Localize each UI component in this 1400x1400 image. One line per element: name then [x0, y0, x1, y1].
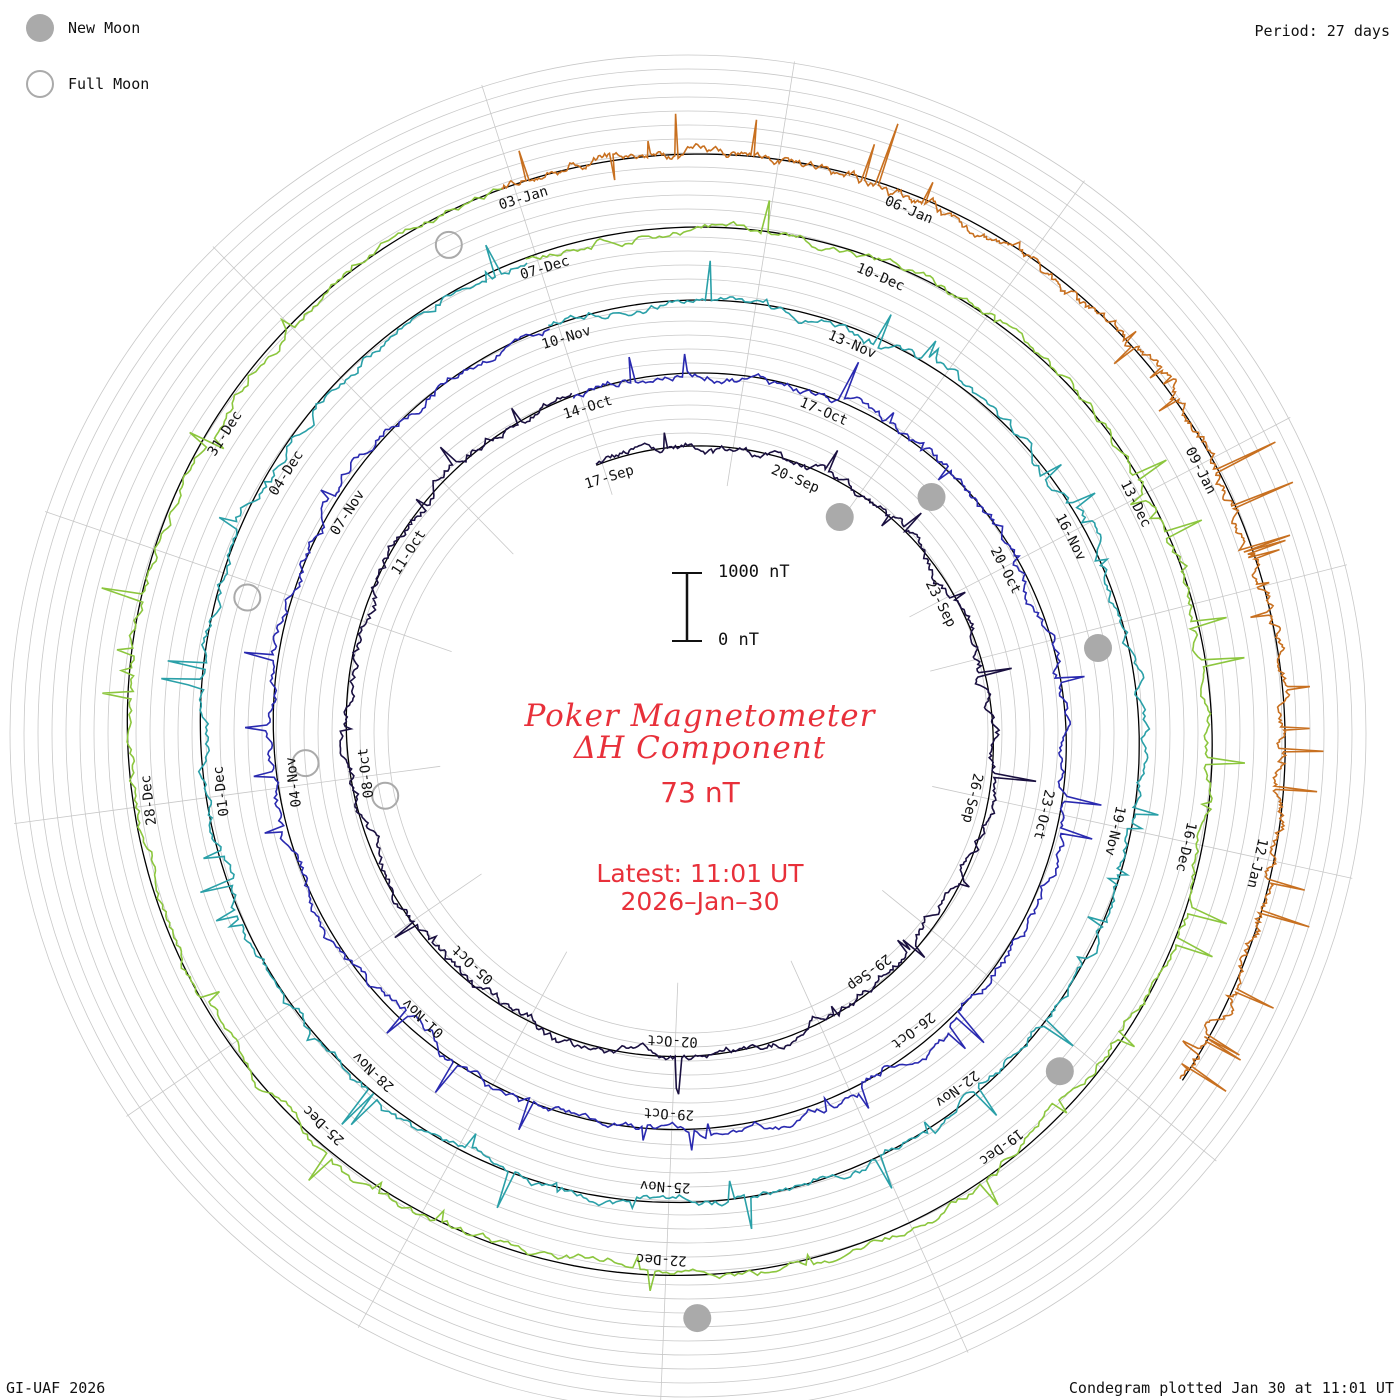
- date-label: 29-Oct: [643, 1104, 694, 1123]
- trace-turn-4: [501, 113, 1324, 1092]
- new-moon-marker: [1083, 634, 1112, 663]
- grid-ring: [247, 292, 1129, 1174]
- grid-ring: [135, 180, 1241, 1286]
- date-label: 22-Dec: [636, 1250, 687, 1269]
- grid-ring: [121, 166, 1255, 1300]
- grid-spoke: [930, 564, 1347, 672]
- date-label: 04-Nov: [283, 756, 305, 808]
- date-label: 20-Sep: [769, 462, 822, 496]
- grid-ring: [303, 348, 1073, 1118]
- full-moon-marker: [233, 583, 262, 612]
- date-label: 22-Nov: [932, 1067, 982, 1110]
- grid-spoke: [126, 873, 482, 1117]
- latest-date: 2026–Jan–30: [620, 887, 780, 916]
- grid-ring: [37, 82, 1339, 1384]
- grid-ring: [331, 376, 1045, 1090]
- scale-bottom-label: 0 nT: [718, 630, 759, 650]
- date-label: 28-Nov: [350, 1048, 398, 1094]
- scale-top-label: 1000 nT: [718, 562, 790, 582]
- legend-new-moon: New Moon: [26, 14, 140, 42]
- grid-ring: [275, 320, 1101, 1146]
- grid-ring: [289, 334, 1087, 1132]
- date-label: 29-Sep: [844, 950, 894, 993]
- grid-spoke: [212, 246, 514, 555]
- date-label: 17-Oct: [797, 395, 850, 429]
- date-label: 08-Oct: [355, 747, 377, 799]
- grid-ring: [317, 362, 1059, 1104]
- trace-turn-2: [161, 244, 1159, 1230]
- full-moon-label: Full Moon: [68, 75, 150, 93]
- full-moon-marker: [434, 230, 463, 259]
- grid-ring: [233, 278, 1143, 1188]
- grid-spoke: [833, 180, 1085, 531]
- grid-spoke: [932, 786, 1353, 879]
- date-label: 02-Oct: [647, 1031, 698, 1050]
- chart-title-line1: Poker Magnetometer: [524, 698, 876, 734]
- grid-spoke: [481, 84, 613, 495]
- grid-ring: [79, 124, 1297, 1342]
- date-label: 25-Nov: [639, 1177, 690, 1196]
- full-moon-icon: [26, 70, 54, 98]
- grid-spoke: [726, 61, 795, 487]
- baseline-spiral-path: [126, 153, 1286, 1277]
- grid-ring: [51, 96, 1325, 1370]
- new-moon-icon: [26, 14, 54, 42]
- date-label: 01-Dec: [210, 765, 232, 817]
- trace-turn-3: [101, 188, 1246, 1292]
- chart-title-line2: ΔH Component: [573, 730, 827, 766]
- trace-turn-1: [243, 328, 1102, 1151]
- grid-ring: [387, 432, 989, 1034]
- grid-ring: [177, 222, 1199, 1244]
- date-label: 26-Oct: [888, 1009, 938, 1052]
- new-moon-marker: [825, 503, 854, 532]
- date-label: 09-Jan: [1182, 445, 1219, 497]
- grid-ring: [191, 236, 1185, 1230]
- grid-spoke: [882, 890, 1217, 1162]
- grid-spoke: [44, 511, 452, 652]
- date-label: 23-Oct: [1030, 788, 1057, 841]
- baseline-spiral: [126, 153, 1286, 1277]
- plotted-label: Condegram plotted Jan 30 at 11:01 UT: [1068, 1379, 1394, 1397]
- latest-time: Latest: 11:01 UT: [596, 859, 804, 888]
- credit-label: GI-UAF 2026: [6, 1379, 106, 1397]
- date-label: 13-Dec: [1117, 478, 1154, 530]
- date-label: 31-Dec: [205, 408, 246, 459]
- grid-ring: [65, 110, 1311, 1356]
- date-label: 28-Dec: [138, 774, 160, 826]
- full-moon-marker: [291, 749, 320, 778]
- grid-ring: [9, 54, 1367, 1400]
- trace-turn-0: [339, 392, 1037, 1095]
- new-moon-marker: [917, 482, 946, 511]
- grid-spoke: [909, 417, 1291, 618]
- scale-bar: [672, 572, 702, 642]
- new-moon-label: New Moon: [68, 19, 141, 37]
- legend-full-moon: Full Moon: [26, 70, 149, 98]
- current-value: 73 nT: [660, 776, 740, 809]
- grid-ring: [373, 418, 1003, 1048]
- chart-grid: [9, 54, 1367, 1400]
- full-moon-marker: [371, 781, 400, 810]
- grid-ring: [359, 404, 1017, 1062]
- period-label: Period: 27 days: [1254, 22, 1390, 40]
- date-label: 12-Jan: [1244, 837, 1271, 890]
- moon-markers: [233, 230, 1112, 1333]
- data-traces: [101, 113, 1324, 1292]
- grid-ring: [23, 68, 1353, 1398]
- new-moon-marker: [683, 1304, 712, 1333]
- date-label: 23-Sep: [922, 578, 959, 630]
- date-label: 17-Sep: [583, 462, 636, 492]
- grid-ring: [261, 306, 1115, 1160]
- grid-spoke: [14, 765, 441, 825]
- new-moon-marker: [1045, 1057, 1074, 1086]
